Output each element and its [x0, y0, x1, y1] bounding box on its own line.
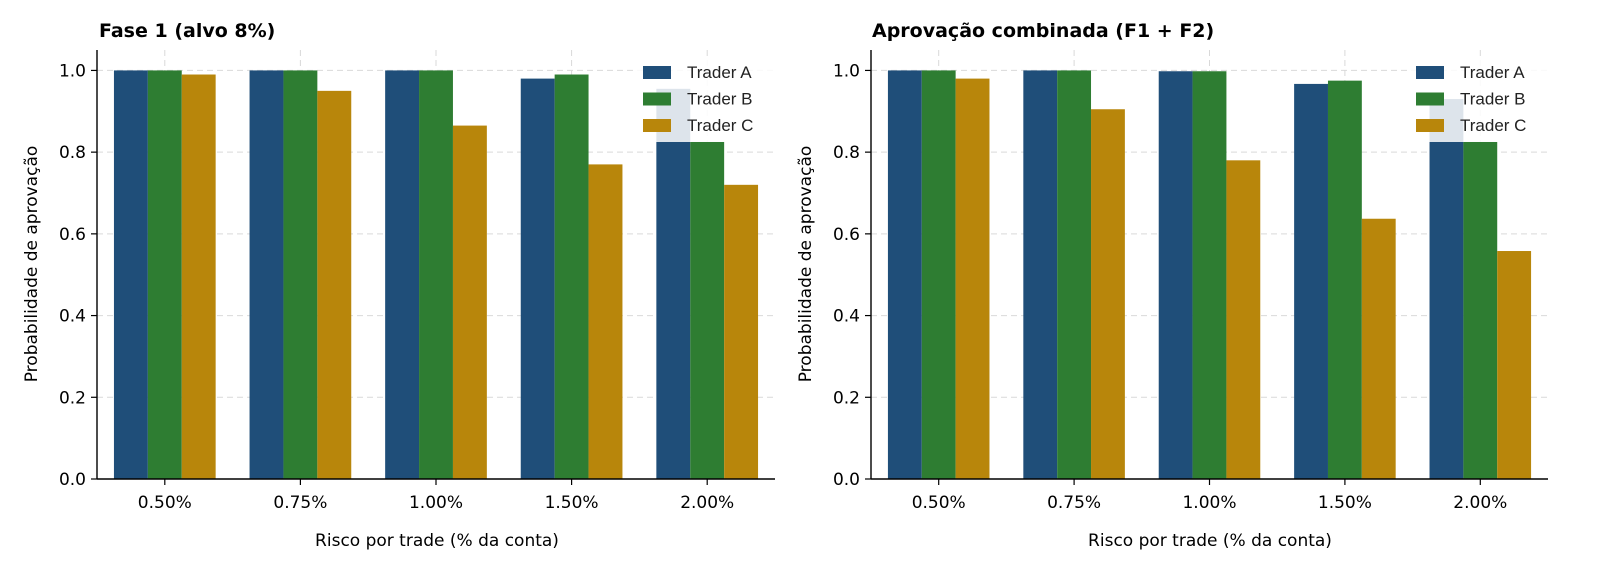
legend-label: Trader B: [687, 90, 753, 109]
bar-trader-c-4: [1497, 251, 1532, 479]
legend-label: Trader C: [687, 116, 753, 135]
bar-trader-b-4: [690, 141, 725, 479]
y-tick-label: 0.2: [833, 388, 860, 408]
x-tick-label: 0.50%: [138, 493, 192, 513]
legend-label: Trader A: [687, 63, 752, 82]
bar-trader-a-1: [249, 70, 284, 479]
bars: [113, 70, 759, 480]
x-tick-label: 0.75%: [1047, 493, 1101, 513]
bar-trader-c-3: [1361, 218, 1396, 480]
y-tick-label: 0.4: [833, 307, 860, 327]
y-tick-label: 0.4: [59, 307, 86, 327]
y-tick-label: 0.8: [833, 143, 860, 163]
x-tick-label: 1.50%: [545, 493, 599, 513]
legend-swatch: [1416, 66, 1444, 79]
y-tick-label: 0.0: [59, 470, 86, 490]
legend-swatch: [643, 66, 671, 79]
bar-trader-c-1: [317, 90, 352, 479]
chart-title: Fase 1 (alvo 8%): [99, 20, 275, 42]
y-tick-label: 0.2: [59, 388, 86, 408]
x-tick-label: 1.50%: [1318, 493, 1372, 513]
bar-trader-c-0: [181, 74, 216, 479]
bar-trader-c-0: [955, 78, 990, 479]
x-axis-ticks: 0.50% 0.75% 1.00% 1.50% 2.00%: [138, 479, 734, 513]
bar-trader-a-4: [1429, 99, 1464, 480]
bar-trader-a-3: [520, 78, 555, 479]
bar-trader-b-0: [147, 70, 182, 479]
legend-label: Trader C: [1460, 116, 1526, 135]
x-axis-label: Risco por trade (% da conta): [1088, 531, 1332, 551]
bar-trader-b-1: [283, 70, 318, 479]
bar-trader-c-2: [1226, 160, 1261, 480]
bar-trader-a-1: [1023, 70, 1058, 479]
legend: Trader A Trader B Trader C: [635, 56, 775, 142]
x-axis-ticks: 0.50% 0.75% 1.00% 1.50% 2.00%: [912, 479, 1507, 513]
bar-trader-c-1: [1091, 109, 1125, 479]
y-axis-ticks: 0.0 0.2 0.4 0.6 0.8 1.0: [833, 61, 871, 490]
bar-trader-a-0: [887, 70, 922, 479]
bar-trader-b-1: [1057, 70, 1092, 479]
bar-trader-a-4: [656, 88, 691, 480]
legend-label: Trader A: [1460, 63, 1525, 82]
x-axis-label: Risco por trade (% da conta): [315, 531, 559, 551]
x-tick-label: 2.00%: [1453, 493, 1507, 513]
y-tick-label: 1.0: [59, 61, 86, 81]
legend-label: Trader B: [1460, 90, 1526, 109]
legend-swatch: [1416, 119, 1444, 132]
x-tick-label: 2.00%: [680, 493, 734, 513]
bar-trader-b-3: [554, 74, 589, 479]
legend: Trader A Trader B Trader C: [1408, 56, 1548, 142]
bar-trader-a-0: [113, 70, 148, 479]
legend-swatch: [1416, 92, 1444, 106]
y-tick-label: 0.8: [59, 143, 86, 163]
y-axis-label: Probabilidade de aprovação: [22, 146, 42, 383]
x-tick-label: 1.00%: [1182, 493, 1236, 513]
bar-trader-b-2: [1192, 71, 1227, 479]
y-tick-label: 1.0: [833, 61, 860, 81]
chart-title: Aprovação combinada (F1 + F2): [872, 20, 1214, 42]
x-tick-label: 0.75%: [273, 493, 327, 513]
chart-panel-combinada: Aprovação combinada (F1 + F2) Probabilid…: [796, 20, 1548, 551]
legend-swatch: [643, 92, 671, 106]
legend-swatch: [643, 119, 671, 132]
bar-trader-b-2: [419, 70, 453, 479]
x-tick-label: 0.50%: [912, 493, 966, 513]
bar-trader-b-3: [1327, 80, 1362, 480]
x-tick-label: 1.00%: [409, 493, 463, 513]
bar-trader-a-2: [1158, 71, 1193, 479]
bar-trader-c-4: [724, 184, 759, 480]
y-axis-label: Probabilidade de aprovação: [796, 146, 816, 383]
y-tick-label: 0.6: [59, 225, 86, 245]
bar-trader-b-4: [1463, 141, 1498, 479]
bar-trader-a-2: [385, 70, 420, 479]
y-axis-ticks: 0.0 0.2 0.4 0.6 0.8 1.0: [59, 61, 97, 490]
chart-panel-fase1: Fase 1 (alvo 8%) Probabilidade de aprova…: [22, 20, 775, 551]
bar-trader-c-3: [588, 164, 623, 479]
y-tick-label: 0.0: [833, 470, 860, 490]
bar-trader-a-3: [1294, 83, 1328, 479]
bar-trader-c-2: [452, 125, 487, 479]
y-tick-label: 0.6: [833, 225, 860, 245]
bar-trader-b-0: [921, 70, 956, 479]
bars: [887, 70, 1532, 480]
